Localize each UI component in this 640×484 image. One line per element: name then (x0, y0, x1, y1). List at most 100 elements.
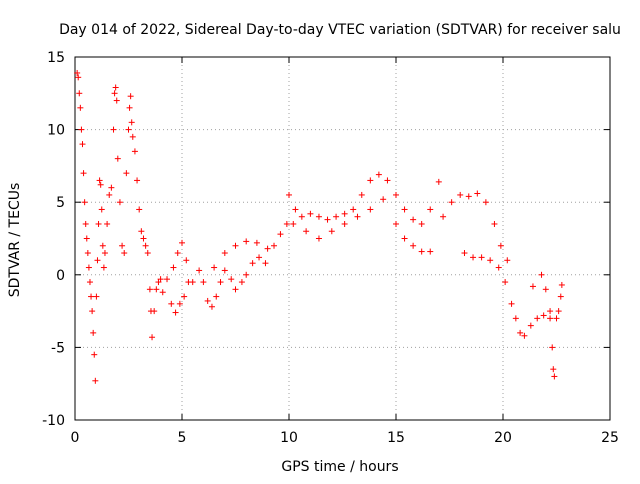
data-point (159, 289, 166, 296)
x-tick-label: 5 (178, 430, 187, 446)
data-point (168, 300, 175, 307)
data-point (128, 119, 135, 126)
data-point (380, 196, 387, 203)
data-point (200, 279, 207, 286)
data-point (457, 191, 464, 198)
data-point (84, 250, 91, 257)
data-point (113, 97, 120, 104)
data-point (79, 141, 86, 148)
data-point (181, 293, 188, 300)
data-point (95, 220, 102, 227)
data-point (558, 281, 565, 288)
data-point (211, 264, 218, 271)
data-point (328, 228, 335, 235)
data-point (401, 235, 408, 242)
data-point (125, 126, 132, 133)
data-point (85, 264, 92, 271)
data-point (512, 315, 519, 322)
x-tick-label: 25 (601, 430, 619, 446)
data-point (418, 220, 425, 227)
plot-border (74, 56, 611, 421)
chart-title: Day 014 of 2022, Sidereal Day-to-day VTE… (59, 22, 621, 38)
data-point (90, 329, 97, 336)
data-point (238, 279, 245, 286)
data-point (551, 373, 558, 380)
data-point (474, 190, 481, 197)
data-point (174, 250, 181, 257)
data-point (557, 293, 564, 300)
data-point (504, 257, 511, 264)
data-point (465, 193, 472, 200)
data-point (110, 126, 117, 133)
data-point (243, 238, 250, 245)
data-point (78, 126, 85, 133)
data-point (179, 239, 185, 246)
data-point (508, 300, 515, 307)
data-point (491, 220, 498, 227)
data-point (170, 264, 177, 271)
data-point (82, 220, 89, 227)
data-point (129, 133, 136, 140)
data-point (553, 315, 560, 322)
x-tick-label: 0 (71, 430, 80, 446)
y-axis-label: SDTVAR / TECUs (7, 183, 23, 298)
data-point (157, 276, 164, 283)
data-point (555, 308, 562, 315)
data-point (104, 220, 111, 227)
data-point (196, 267, 203, 274)
data-point (172, 309, 179, 316)
data-point (151, 308, 158, 315)
data-point (80, 170, 87, 177)
data-point (538, 271, 545, 278)
data-point (470, 254, 477, 261)
data-point (427, 248, 434, 255)
data-point (435, 178, 442, 185)
data-point (262, 260, 269, 267)
data-point (375, 171, 382, 178)
data-point (549, 344, 556, 351)
data-point (283, 220, 290, 227)
data-point (540, 312, 547, 319)
data-point (461, 250, 468, 257)
data-point (341, 210, 348, 217)
data-point (502, 279, 509, 286)
y-tick-label: -5 (51, 340, 65, 356)
data-point (88, 293, 95, 300)
data-point (114, 155, 121, 162)
data-point (478, 254, 485, 261)
data-point (86, 279, 93, 286)
data-point (393, 220, 399, 227)
data-point (292, 206, 299, 213)
data-point (127, 93, 134, 100)
data-point (550, 366, 557, 373)
data-point (208, 303, 215, 310)
data-point (298, 213, 305, 220)
data-point (367, 206, 374, 213)
data-point (521, 332, 528, 339)
data-point (116, 199, 123, 206)
data-point (367, 177, 374, 184)
data-point (99, 242, 106, 249)
data-point (144, 250, 151, 257)
data-point (547, 308, 554, 315)
data-point (440, 213, 447, 220)
data-point (100, 264, 107, 271)
data-point (149, 334, 156, 341)
data-point (75, 74, 82, 81)
data-point (164, 276, 171, 283)
data-point (324, 216, 331, 223)
data-point (126, 104, 133, 111)
data-point (93, 293, 100, 300)
data-point (497, 242, 504, 249)
data-point (97, 181, 104, 188)
data-point (228, 276, 235, 283)
data-point (94, 257, 101, 264)
data-point (189, 279, 196, 286)
data-point (303, 228, 310, 235)
data-point (264, 245, 271, 252)
data-point (221, 250, 228, 257)
data-point (76, 90, 83, 97)
data-point (232, 286, 239, 293)
